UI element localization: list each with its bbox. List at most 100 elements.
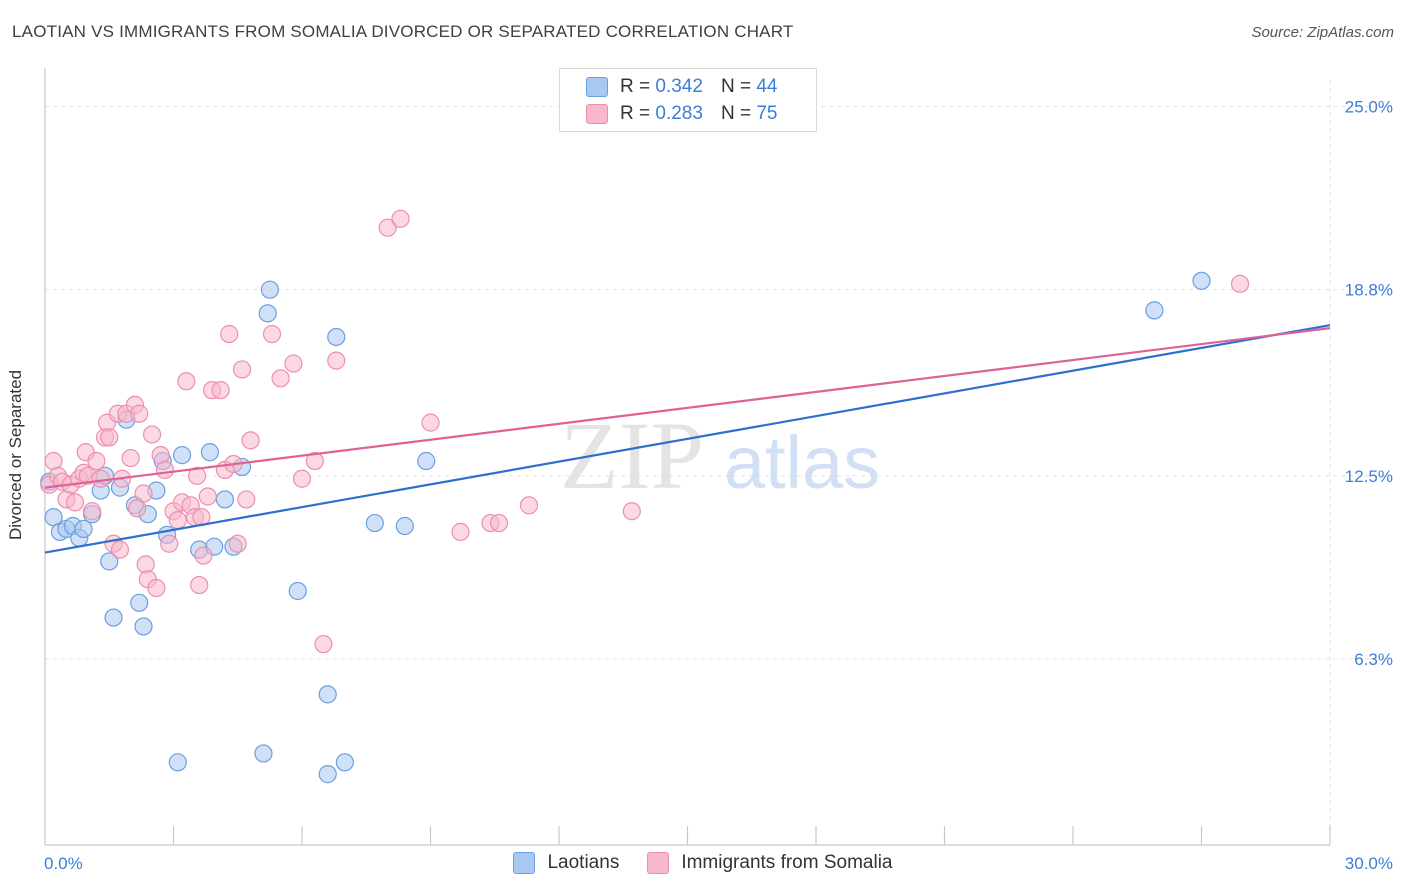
somalia-point [198, 487, 217, 506]
somalia-point [519, 496, 539, 515]
chart-title: LAOTIAN VS IMMIGRANTS FROM SOMALIA DIVOR… [12, 22, 794, 41]
laotian-point [134, 617, 153, 636]
laotian-point [258, 304, 277, 323]
somalia-point [421, 413, 440, 432]
laotian-point [1145, 301, 1164, 320]
somalia-point [65, 493, 85, 512]
x-tick-label: 0.0% [44, 854, 83, 873]
legend-r-value: 0.342 [655, 76, 703, 97]
somalia-point [130, 404, 149, 423]
legend-item-laotians[interactable]: Laotians [513, 852, 619, 874]
y-tick-label: 25.0% [1345, 98, 1393, 117]
legend-label: Immigrants from Somalia [681, 852, 893, 873]
laotian-point [417, 451, 436, 471]
somalia-point [91, 469, 110, 488]
somalia-point [237, 490, 256, 509]
laotian-point [130, 593, 149, 612]
laotian-point [327, 327, 346, 347]
somalia-point [305, 451, 324, 471]
somalia-point [100, 428, 119, 447]
legend-n-value: 44 [756, 76, 778, 97]
legend-swatch-pink [586, 104, 608, 124]
laotian-point [260, 280, 279, 299]
laotian-point [318, 685, 337, 704]
somalia-point [83, 502, 102, 521]
somalia-point [451, 522, 470, 542]
laotian-point [74, 519, 93, 539]
laotian-point [288, 581, 307, 601]
laotian-point [335, 753, 354, 772]
legend-n-label: N = [720, 103, 752, 124]
somalia-point [168, 510, 187, 530]
somalia-point [220, 324, 239, 344]
somalia-point [391, 209, 410, 228]
somalia-point [327, 351, 346, 370]
legend-stats: R = 0.342 N = 44 R = 0.283 N = 75 [559, 68, 817, 132]
somalia-point [110, 540, 130, 559]
y-axis-label: Divorced or Separated [6, 369, 25, 541]
somalia-point [292, 469, 312, 488]
watermark: ZIP atlas [560, 402, 880, 509]
somalia-point [121, 448, 140, 468]
laotian-point [1192, 271, 1211, 290]
somalia-point [190, 575, 209, 595]
somalia-point [211, 381, 230, 400]
legend-row-laotians: R = 0.342 N = 44 [586, 75, 777, 99]
somalia-point [232, 360, 252, 379]
laotian-point [104, 608, 123, 627]
y-tick-label: 18.8% [1345, 281, 1393, 300]
somalia-point [134, 484, 153, 503]
legend-r-label: R = [620, 103, 651, 124]
somalia-point [284, 354, 303, 373]
watermark-atlas: atlas [724, 421, 880, 504]
legend-r-label: R = [620, 76, 651, 97]
somalia-point [187, 466, 207, 485]
laotian-point [365, 513, 384, 533]
trend-lines [44, 324, 1331, 554]
somalia-point [228, 534, 247, 553]
somalia-trend-line [44, 327, 1331, 489]
y-tick-label: 12.5% [1345, 467, 1393, 486]
somalia-point [489, 513, 509, 533]
somalia-point [271, 369, 290, 388]
somalia-point [378, 218, 397, 237]
laotian-point [395, 516, 414, 536]
x-tick-label: 30.0% [1345, 854, 1393, 873]
source-label: Source: ZipAtlas.com [1251, 24, 1394, 41]
somalia-point [194, 546, 213, 565]
legend-item-somalia[interactable]: Immigrants from Somalia [647, 852, 893, 874]
somalia-point [177, 372, 196, 391]
legend-r-value: 0.283 [655, 103, 703, 124]
y-tick-label: 6.3% [1354, 650, 1393, 669]
laotian-point [254, 744, 273, 763]
legend-swatch-pink [647, 852, 670, 874]
legend-label: Laotians [547, 852, 620, 873]
laotian-point [100, 552, 119, 571]
somalia-point [314, 635, 333, 654]
legend-n-value: 75 [756, 103, 778, 124]
axes [44, 68, 1331, 846]
legend-swatch-blue [586, 77, 608, 97]
laotian-point [200, 443, 220, 462]
somalia-point [1230, 274, 1250, 293]
laotian-point [172, 446, 192, 465]
somalia-point [142, 425, 162, 444]
somalia-point [262, 324, 282, 344]
tick-labels: 25.0% 18.8% 12.5% 6.3% 0.0% 30.0% [44, 98, 1393, 873]
laotian-trend-line [44, 324, 1331, 554]
somalia-point [241, 431, 260, 450]
legend-series: Laotians Immigrants from Somalia [0, 852, 1406, 874]
somalia-point [160, 534, 179, 553]
laotian-point [168, 753, 187, 772]
data-points [40, 209, 1250, 784]
somalia-point [622, 502, 641, 521]
somalia-point [147, 578, 166, 598]
watermark-zip: ZIP [560, 402, 704, 509]
legend-n-label: N = [720, 76, 752, 97]
legend-swatch-blue [513, 852, 536, 874]
somalia-point [155, 460, 175, 479]
somalia-point [87, 451, 106, 471]
legend-row-somalia: R = 0.283 N = 75 [586, 102, 777, 126]
laotian-point [215, 490, 234, 509]
